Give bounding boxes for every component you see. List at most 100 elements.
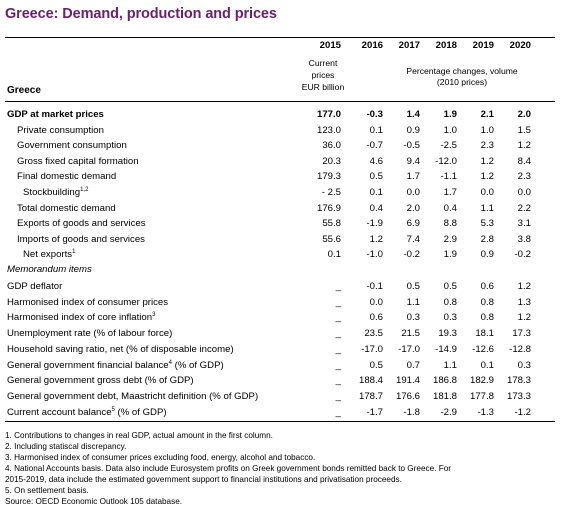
table-row: Household saving ratio, net (% of dispos… [5,342,555,357]
row-label: Harmonised index of core inflation3 [7,310,155,325]
row-label-text: Final domestic demand [17,171,117,183]
row-label-text: Harmonised index of core inflation [7,312,153,324]
row-label: Net exports1 [23,247,75,262]
cell-value: 0.8 [480,312,494,324]
cell-value: 0.5 [443,281,457,292]
row-label: Government consumption [17,138,127,153]
subheader-percentage-line: Percentage changes, volume [406,66,518,76]
subheader-2015: Current prices EUR billion [293,57,353,93]
row-label-text: Private consumption [17,124,104,136]
row-label-suffix: (% of GDP) [171,359,224,371]
cell-value: 2.3 [517,171,531,183]
cell-value: -1.2 [514,406,531,418]
table-row: General government financial balance4 (%… [5,358,555,373]
cell-value: 1.0 [443,124,457,136]
row-label: Imports of goods and services [17,232,145,247]
cell-value: 178.7 [358,390,383,402]
table-row: GDP at market prices 177.0 -0.3 1.4 1.9 2.1 2.… [5,107,555,122]
cell-value: 1.0 [480,124,494,136]
row-label-text: GDP deflator [7,281,63,292]
cell-value: 18.1 [475,328,494,340]
cell-value: 176.6 [395,390,420,402]
row-label: GDP at market prices [7,107,104,122]
subheader-percentage: Percentage changes, volume (2010 prices) [377,66,547,88]
table-row: Government consumption 36.0 -0.7 -0.5 -2.5 2.… [5,138,555,153]
cell-value: 0.1 [480,359,494,371]
cell-value: 7.4 [406,233,420,245]
row-label-text: Harmonised index of consumer prices [7,296,169,308]
cell-value: 1.9 [443,249,457,261]
table-row: GDP deflator _ -0.1 0.5 0.5 0.6 1.2 [5,279,555,294]
cell-value: 5.3 [480,218,494,230]
cell-value: -1.7 [366,406,383,418]
cell-value: 0.3 [517,359,531,371]
cell-value: 21.5 [401,328,420,340]
cell-value: 1.1 [443,359,457,371]
table-row: Harmonised index of core inflation3 _ 0.6 0… [5,310,555,325]
cell-value: -17.0 [398,343,420,355]
cell-value: 0.1 [327,249,341,261]
cell-value: 0.8 [480,296,494,308]
row-label-text: Household saving ratio, net (% of dispos… [7,343,234,355]
footnote-ref: 3 [152,312,156,319]
footnote: 5. On settlement basis. [5,486,89,495]
cell-value: -0.1 [366,281,383,292]
cell-value: 9.4 [406,155,420,167]
cell-value: 1.2 [517,281,531,292]
footnote-ref: 5 [111,406,115,413]
cell-value: -14.9 [435,343,457,355]
cell-value: 0.4 [369,202,383,214]
cell-value: -0.7 [366,140,383,152]
cell-value: 0.6 [480,281,494,292]
row-label-text: General government gross debt (% of GDP) [7,375,194,387]
cell-value: 186.8 [432,375,457,387]
row-label-text: Unemployment rate (% of labour force) [7,328,173,340]
subheader-2015-line: Current [308,58,338,68]
row-label-text: Net exports [23,249,73,261]
table-row: Imports of goods and services 55.6 1.2 7.4 2… [5,232,555,247]
table-row: Stockbuilding1,2 - 2.5 0.1 0.0 1.7 0.0 0.0 [5,185,555,200]
cell-value: 179.3 [316,171,341,183]
cell-value: 55.6 [322,233,341,245]
cell-value: 1.3 [517,296,531,308]
table-row: Current account balance5 (% of GDP) _ -1.7… [5,405,555,420]
cell-value: -0.2 [403,249,420,261]
cell-value: -0.2 [514,249,531,261]
year-2019: 2019 [472,40,494,51]
cell-value: 8.8 [443,218,457,230]
cell-value: 0.5 [369,359,383,371]
cell-value: _ [335,343,341,355]
cell-value: _ [335,406,341,418]
row-label: Final domestic demand [17,169,116,184]
table-row: General government gross debt (% of GDP)… [5,373,555,388]
cell-value: -1.3 [477,406,494,418]
row-label-suffix: (% of GDP) [114,406,167,418]
cell-value: 0.3 [406,312,420,324]
cell-value: _ [335,281,341,292]
cell-value: 1.7 [406,171,420,183]
cell-value: 2.0 [517,109,531,120]
row-label: Unemployment rate (% of labour force) [7,326,172,341]
cell-value: _ [335,296,341,308]
row-label-text: Exports of goods and services [17,218,146,230]
cell-value: -1.8 [403,406,420,418]
cell-value: 123.0 [316,124,341,136]
cell-value: 1.2 [480,155,494,167]
cell-value: 0.6 [369,312,383,324]
footnote: 1. Contributions to changes in real GDP,… [5,431,273,440]
cell-value: 2.0 [406,202,420,214]
cell-value: -0.5 [403,140,420,152]
row-label: Harmonised index of consumer prices [7,295,168,310]
cell-value: 0.0 [406,187,420,198]
cell-value: _ [335,375,341,387]
subheader-percentage-line: (2010 prices) [436,77,488,87]
cell-value: 55.8 [322,218,341,230]
cell-value: 17.3 [512,328,531,340]
row-label: Household saving ratio, net (% of dispos… [7,342,234,357]
row-label-text: Total domestic demand [17,202,116,214]
footnote: 4. National Accounts basis. Data also in… [5,464,451,473]
row-label: Exports of goods and services [17,216,146,231]
row-label: Private consumption [17,123,104,138]
cell-value: 1.4 [406,109,420,120]
